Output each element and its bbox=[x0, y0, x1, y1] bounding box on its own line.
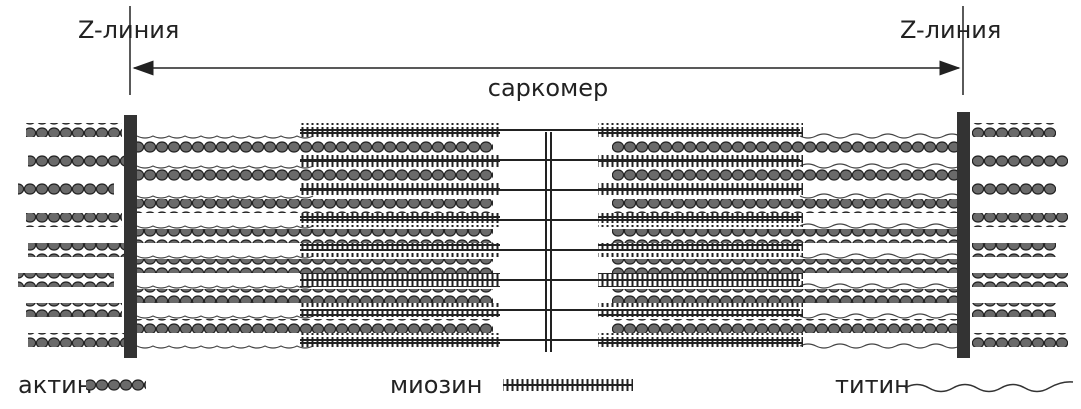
actin bbox=[972, 123, 1056, 137]
actin bbox=[972, 213, 1068, 227]
actin bbox=[972, 153, 1068, 167]
titin bbox=[800, 314, 960, 318]
legend-titin bbox=[905, 382, 1073, 392]
actin bbox=[137, 319, 493, 333]
titin bbox=[800, 284, 960, 288]
actin bbox=[972, 333, 1068, 347]
actin bbox=[137, 229, 493, 243]
titin bbox=[800, 224, 960, 228]
titin bbox=[800, 164, 960, 168]
z-line bbox=[124, 115, 137, 358]
actin bbox=[612, 229, 957, 243]
actin bbox=[26, 123, 122, 137]
z-line bbox=[957, 112, 970, 358]
titin bbox=[137, 166, 313, 168]
titin bbox=[800, 194, 960, 198]
actin bbox=[972, 273, 1068, 287]
titin bbox=[137, 226, 313, 228]
z-line-label: Z-линия bbox=[78, 16, 179, 44]
legend-label: титин bbox=[835, 371, 910, 399]
legend-label: актин bbox=[18, 371, 92, 399]
actin bbox=[137, 169, 493, 183]
actin bbox=[612, 199, 957, 213]
actin bbox=[18, 183, 114, 197]
actin bbox=[972, 183, 1056, 197]
actin bbox=[972, 243, 1056, 257]
actin bbox=[28, 333, 124, 347]
titin bbox=[137, 286, 313, 288]
titin bbox=[137, 256, 313, 258]
actin bbox=[612, 169, 957, 183]
titin bbox=[137, 316, 313, 318]
actin bbox=[612, 289, 957, 303]
actin bbox=[972, 303, 1056, 317]
titin bbox=[137, 136, 313, 138]
titin bbox=[800, 134, 960, 138]
titin bbox=[137, 346, 313, 348]
titin bbox=[137, 196, 313, 198]
actin bbox=[137, 139, 493, 153]
titin bbox=[800, 344, 960, 348]
sarcomere-label: саркомер bbox=[488, 74, 608, 102]
filaments bbox=[18, 123, 1068, 348]
titin bbox=[800, 254, 960, 258]
z-line-label: Z-линия bbox=[900, 16, 1001, 44]
actin bbox=[26, 303, 122, 317]
actin bbox=[137, 259, 493, 273]
actin bbox=[612, 259, 957, 273]
actin bbox=[137, 199, 493, 213]
actin bbox=[26, 213, 122, 227]
legend-actin bbox=[86, 379, 146, 393]
actin bbox=[28, 243, 124, 257]
legend-myosin bbox=[503, 379, 633, 393]
sarcomere-diagram: Z-линия Z-линия саркомер актин миозин ти… bbox=[0, 0, 1081, 409]
actin bbox=[137, 289, 493, 303]
legend-label: миозин bbox=[390, 371, 482, 399]
actin bbox=[18, 273, 114, 287]
actin bbox=[612, 319, 957, 333]
actin bbox=[612, 139, 957, 153]
actin bbox=[28, 153, 124, 167]
